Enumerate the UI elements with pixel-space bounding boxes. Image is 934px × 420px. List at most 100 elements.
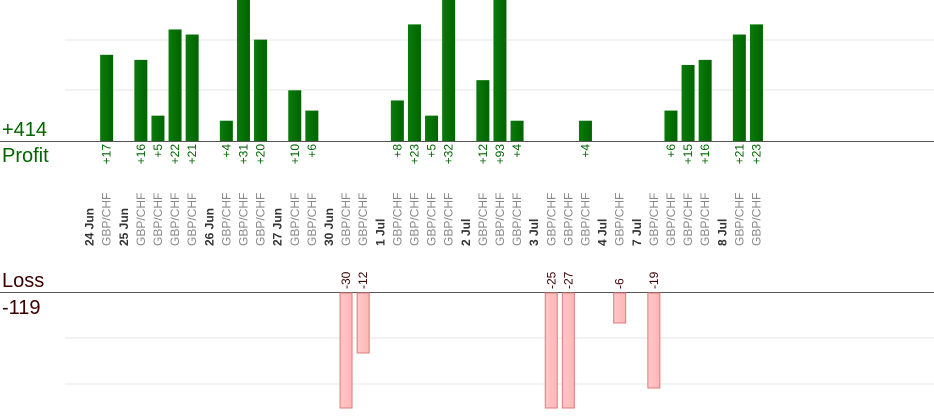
profit-bar	[578, 120, 592, 141]
profit-bar	[732, 34, 746, 141]
date-label: 1 Jul	[373, 219, 387, 246]
loss-value-label: -30	[339, 271, 353, 289]
symbol-label: GBP/CHF	[339, 193, 353, 246]
profit-value-label: +4	[578, 144, 592, 158]
profit-bar	[305, 110, 319, 141]
date-label: 26 Jun	[202, 208, 216, 246]
symbol-label: GBP/CHF	[425, 193, 439, 246]
profit-bar	[236, 0, 250, 141]
symbol-label: GBP/CHF	[288, 193, 302, 246]
profit-value-label: +4	[510, 144, 524, 158]
profit-bar	[510, 120, 524, 141]
profit-bar	[407, 24, 421, 141]
loss-bar	[356, 292, 370, 354]
symbol-label: GBP/CHF	[407, 193, 421, 246]
profit-bar	[254, 39, 268, 141]
profit-value-label: +8	[390, 144, 404, 158]
profit-bar	[185, 34, 199, 141]
profit-bar	[151, 115, 165, 141]
profit-value-label: +93	[493, 144, 507, 165]
profit-bar	[134, 59, 148, 141]
loss-bar	[613, 292, 627, 324]
date-label: 8 Jul	[715, 219, 729, 246]
loss-total: -119	[2, 297, 41, 319]
loss-value-label: -25	[544, 271, 558, 289]
symbol-label: GBP/CHF	[544, 193, 558, 246]
profit-value-label: +6	[305, 144, 319, 158]
profit-value-label: +23	[407, 144, 421, 165]
symbol-label: GBP/CHF	[681, 193, 695, 246]
symbol-label: GBP/CHF	[390, 193, 404, 246]
loss-value-label: -19	[647, 271, 661, 289]
profit-value-label: +32	[442, 144, 456, 165]
profit-bar	[749, 24, 763, 141]
profit-value-label: +23	[749, 144, 763, 165]
profit-bar	[698, 59, 712, 141]
profit-value-label: +5	[151, 144, 165, 158]
profit-bar	[219, 120, 233, 141]
profit-value-label: +31	[236, 144, 250, 165]
loss-bar	[339, 292, 353, 409]
date-label: 3 Jul	[527, 219, 541, 246]
symbol-label: GBP/CHF	[168, 193, 182, 246]
symbol-label: GBP/CHF	[254, 193, 268, 246]
profit-value-label: +16	[134, 144, 148, 165]
symbol-label: GBP/CHF	[185, 193, 199, 246]
symbol-label: GBP/CHF	[493, 193, 507, 246]
loss-value-label: -12	[356, 271, 370, 289]
loss-bar	[561, 292, 575, 409]
profit-value-label: +21	[185, 144, 199, 165]
symbol-label: GBP/CHF	[476, 193, 490, 246]
loss-value-label: -6	[613, 278, 627, 289]
symbol-label: GBP/CHF	[749, 193, 763, 246]
profit-value-label: +5	[425, 144, 439, 158]
date-label: 25 Jun	[117, 208, 131, 246]
symbol-label: GBP/CHF	[356, 193, 370, 246]
symbol-label: GBP/CHF	[647, 193, 661, 246]
profit-bar	[681, 64, 695, 141]
profit-value-label: +22	[168, 144, 182, 165]
symbol-label: GBP/CHF	[442, 193, 456, 246]
profit-bar	[168, 29, 182, 141]
profit-value-label: +21	[732, 144, 746, 165]
profit-bar	[442, 0, 456, 141]
loss-label: Loss	[2, 270, 45, 292]
loss-bar	[544, 292, 558, 409]
profit-value-label: +4	[219, 144, 233, 158]
symbol-label: GBP/CHF	[510, 193, 524, 246]
profit-bar	[493, 0, 507, 141]
profit-bar	[476, 80, 490, 141]
profit-bar	[390, 100, 404, 141]
profit-bar	[425, 115, 439, 141]
symbol-label: GBP/CHF	[732, 193, 746, 246]
symbol-label: GBP/CHF	[134, 193, 148, 246]
symbol-label: GBP/CHF	[236, 193, 250, 246]
profit-bar	[288, 90, 302, 141]
symbol-label: GBP/CHF	[305, 193, 319, 246]
profit-value-label: +16	[698, 144, 712, 165]
date-label: 24 Jun	[83, 208, 97, 246]
symbol-label: GBP/CHF	[100, 193, 114, 246]
symbol-label: GBP/CHF	[578, 193, 592, 246]
symbol-label: GBP/CHF	[219, 193, 233, 246]
date-label: 30 Jun	[322, 208, 336, 246]
date-label: 4 Jul	[596, 219, 610, 246]
profit-value-label: +15	[681, 144, 695, 165]
symbol-label: GBP/CHF	[664, 193, 678, 246]
date-label: 7 Jul	[630, 219, 644, 246]
profit-total: +414	[2, 119, 48, 141]
profit-value-label: +20	[254, 144, 268, 165]
profit-value-label: +6	[664, 144, 678, 158]
symbol-label: GBP/CHF	[613, 193, 627, 246]
profit-value-label: +10	[288, 144, 302, 165]
date-label: 27 Jun	[271, 208, 285, 246]
loss-value-label: -27	[561, 271, 575, 289]
loss-bar	[647, 292, 661, 389]
symbol-label: GBP/CHF	[698, 193, 712, 246]
profit-bar	[664, 110, 678, 141]
date-label: 2 Jul	[459, 219, 473, 246]
symbol-label: GBP/CHF	[151, 193, 165, 246]
profit-value-label: +12	[476, 144, 490, 165]
profit-bar	[100, 54, 114, 142]
